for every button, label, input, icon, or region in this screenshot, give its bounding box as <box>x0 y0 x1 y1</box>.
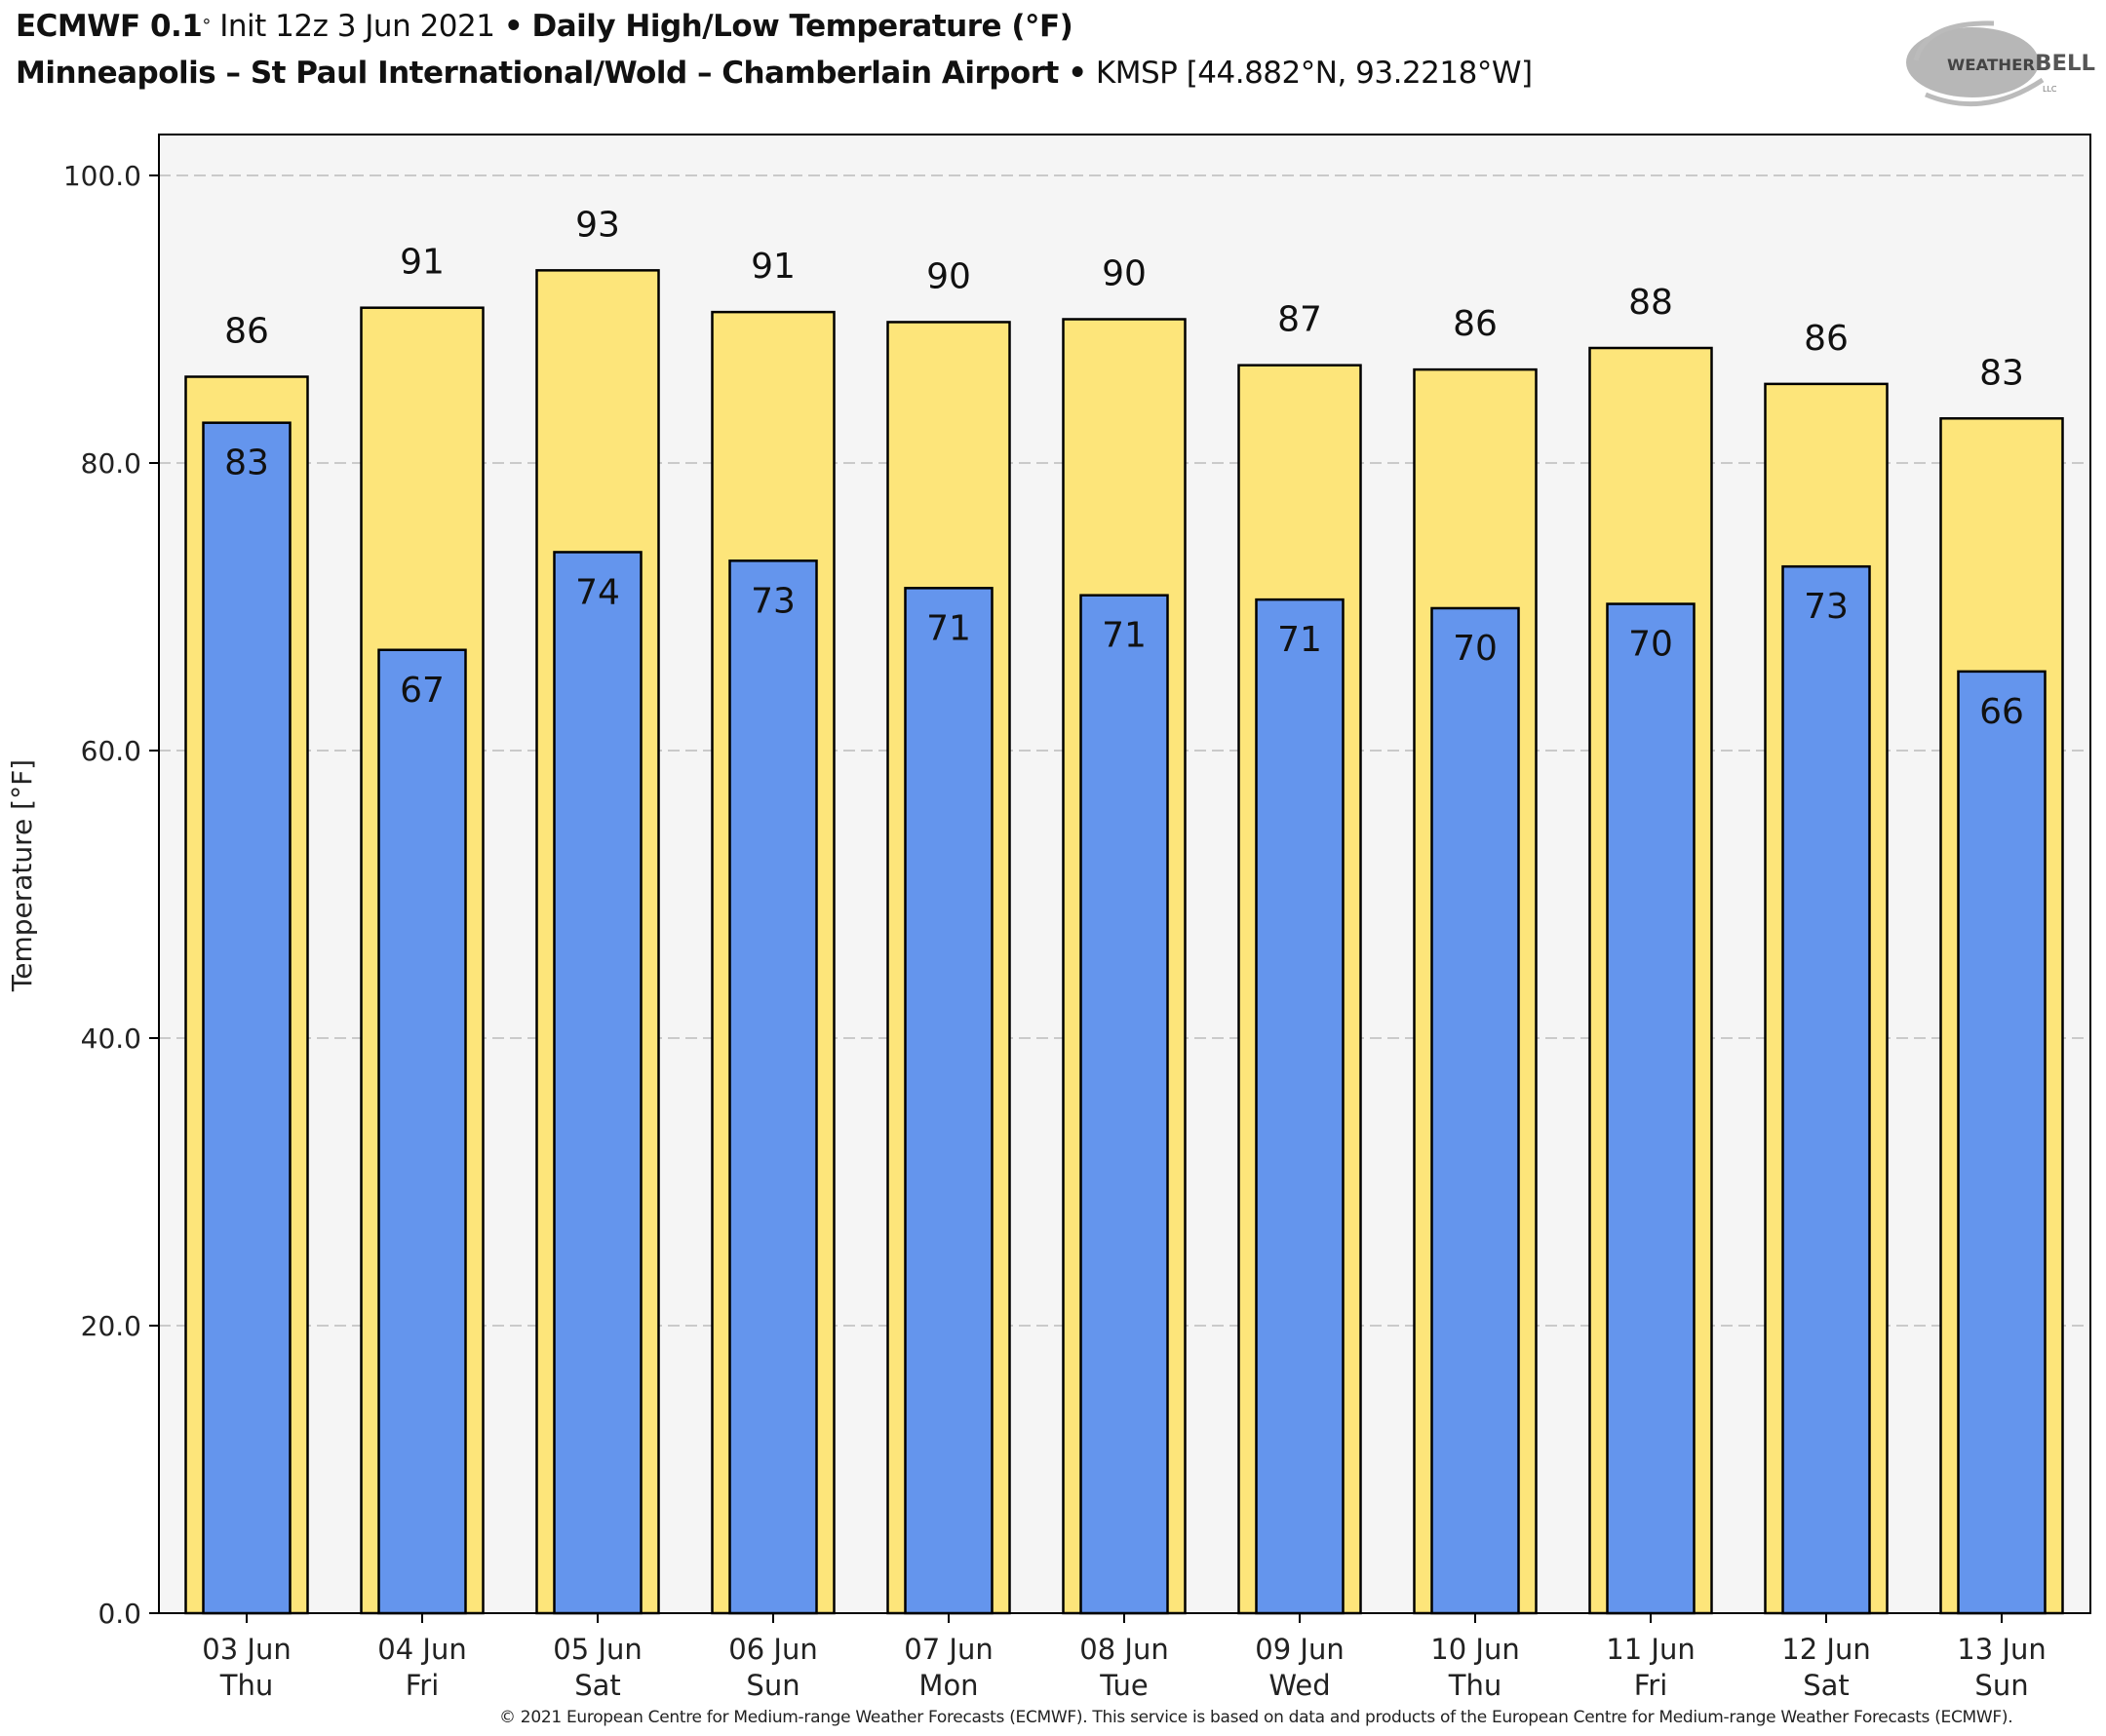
x-tick-date: 03 Jun <box>202 1633 291 1666</box>
x-tick-day: Sun <box>1974 1669 2028 1702</box>
chart-title-line-1: ECMWF 0.1° Init 12z 3 Jun 2021 • Daily H… <box>16 8 1073 45</box>
copyright-footer: © 2021 European Centre for Medium-range … <box>499 1708 2013 1727</box>
x-tick-day: Thu <box>219 1669 273 1702</box>
low-temp-bar <box>1781 564 1871 1615</box>
low-temp-bar <box>1430 606 1520 1615</box>
x-tick-day: Fri <box>1634 1669 1668 1702</box>
y-tick-label: 80.0 <box>81 447 141 480</box>
high-temp-label: 90 <box>1102 254 1147 294</box>
x-tick-date: 05 Jun <box>553 1633 642 1666</box>
low-temp-label: 71 <box>1277 620 1322 660</box>
x-tick-day: Wed <box>1268 1669 1330 1702</box>
high-temp-bar <box>1237 364 1362 1615</box>
degree-symbol: ° <box>202 16 211 36</box>
low-temp-bar <box>1255 598 1345 1615</box>
x-tick-day: Fri <box>406 1669 440 1702</box>
high-temp-bar <box>1588 346 1713 1615</box>
low-temp-label: 74 <box>575 572 620 612</box>
low-temp-label: 73 <box>751 581 796 621</box>
separator: • <box>503 9 524 44</box>
station-name: Minneapolis – St Paul International/Wold… <box>16 56 1059 91</box>
high-temp-bar <box>886 321 1011 1615</box>
high-temp-label: 91 <box>400 243 445 283</box>
chart-title-line-2: Minneapolis – St Paul International/Wold… <box>16 55 1533 92</box>
high-temp-bar <box>360 306 485 1615</box>
y-tick-label: 40.0 <box>81 1022 141 1055</box>
x-tick-day: Sat <box>1803 1669 1850 1702</box>
x-tick-date: 08 Jun <box>1079 1633 1168 1666</box>
station-location: KMSP [44.882°N, 93.2218°W] <box>1095 56 1533 91</box>
x-tick-day: Thu <box>1448 1669 1502 1702</box>
high-temp-label: 91 <box>751 247 796 287</box>
low-temp-label: 71 <box>926 608 971 648</box>
low-temp-label: 66 <box>1979 692 2024 732</box>
low-temp-bar <box>728 559 818 1615</box>
high-temp-bar <box>184 375 309 1615</box>
high-temp-bar <box>535 269 660 1615</box>
low-temp-label: 73 <box>1804 587 1849 627</box>
product-name: Daily High/Low Temperature (°F) <box>531 9 1073 44</box>
high-temp-label: 90 <box>926 256 971 296</box>
x-tick-date: 13 Jun <box>1957 1633 2046 1666</box>
y-axis-label: Temperature [°F] <box>6 759 38 992</box>
low-temp-bar <box>202 421 292 1615</box>
low-temp-bar <box>377 648 467 1615</box>
high-temp-label: 93 <box>575 205 620 245</box>
init-time: Init 12z 3 Jun 2021 <box>219 9 495 44</box>
plot-frame <box>158 134 2091 1614</box>
low-temp-bar <box>904 587 994 1615</box>
model-name: ECMWF 0.1 <box>16 9 203 44</box>
x-tick-day: Sat <box>574 1669 621 1702</box>
x-tick-date: 06 Jun <box>728 1633 817 1666</box>
x-tick-date: 04 Jun <box>377 1633 466 1666</box>
high-temp-label: 86 <box>1804 319 1849 359</box>
x-tick-date: 11 Jun <box>1606 1633 1695 1666</box>
high-temp-label: 86 <box>1453 304 1498 344</box>
x-tick-date: 12 Jun <box>1781 1633 1870 1666</box>
x-tick-date: 09 Jun <box>1255 1633 1344 1666</box>
low-temp-bar <box>1079 594 1169 1615</box>
weatherbell-logo: WEATHER BELL LLC <box>1896 12 2101 114</box>
low-temp-label: 83 <box>224 444 269 483</box>
x-tick-day: Mon <box>918 1669 978 1702</box>
high-temp-label: 87 <box>1277 300 1322 340</box>
y-tick-label: 0.0 <box>98 1598 141 1630</box>
low-temp-label: 70 <box>1453 629 1498 669</box>
low-temp-bar <box>553 551 643 1615</box>
high-temp-bar <box>1062 318 1187 1615</box>
high-temp-label: 83 <box>1979 353 2024 393</box>
x-tick-date: 10 Jun <box>1430 1633 1519 1666</box>
x-tick-day: Sun <box>746 1669 800 1702</box>
y-tick-label: 100.0 <box>63 160 141 192</box>
svg-text:LLC: LLC <box>2043 85 2057 94</box>
low-temp-label: 71 <box>1102 616 1147 656</box>
low-temp-bar <box>1957 670 2047 1615</box>
x-tick-date: 07 Jun <box>904 1633 993 1666</box>
separator: • <box>1068 56 1087 91</box>
high-temp-bar <box>1764 382 1889 1615</box>
high-temp-bar <box>1413 367 1538 1615</box>
high-temp-bar <box>1939 417 2064 1615</box>
low-temp-label: 67 <box>400 671 445 711</box>
y-tick-label: 20.0 <box>81 1310 141 1342</box>
low-temp-bar <box>1606 602 1696 1615</box>
low-temp-label: 70 <box>1628 625 1673 665</box>
high-temp-bar <box>711 310 836 1615</box>
high-temp-label: 86 <box>224 312 269 352</box>
plot-area <box>159 135 2090 1613</box>
x-tick-day: Tue <box>1099 1669 1149 1702</box>
y-tick-label: 60.0 <box>81 735 141 767</box>
high-temp-label: 88 <box>1628 283 1673 323</box>
